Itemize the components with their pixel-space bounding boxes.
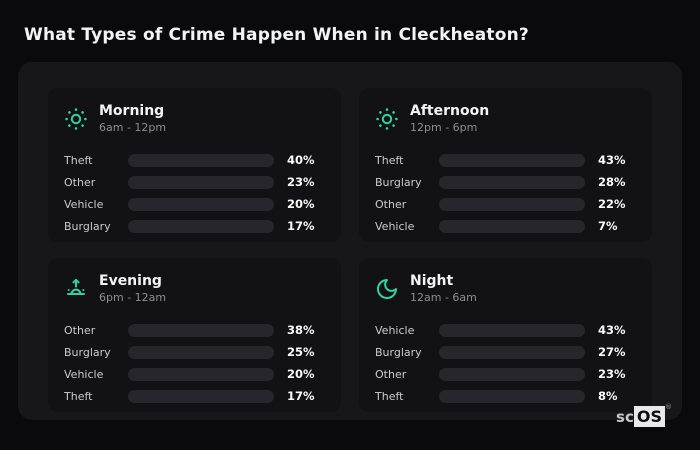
bar-row: Theft 40% [64,149,325,171]
bar-row: Vehicle 43% [375,319,636,341]
bar-row: Other 23% [64,171,325,193]
bar-label: Other [64,323,96,337]
bar-track [128,367,274,381]
bar-row: Burglary 25% [64,341,325,363]
scos-logo: sc OS ® [616,403,672,428]
panel-title-block: Afternoon 12pm - 6pm [410,103,489,134]
panel-title: Afternoon [410,103,490,119]
bar-row: Burglary 28% [375,171,636,193]
bar-percent: 20% [287,197,315,212]
bar-percent: 38% [287,323,315,338]
bar-rows: Vehicle 43% Burglary 27% Other 23% Theft… [375,319,636,407]
bar-track [128,175,274,189]
moon-icon [375,277,399,301]
bar-percent: 27% [598,345,626,360]
bar-track [128,153,274,167]
bar-percent: 17% [287,389,315,404]
panel-header: Night 12am - 6am [375,273,636,304]
page-title: What Types of Crime Happen When in Cleck… [24,25,529,45]
bar-track [128,389,274,403]
sun-icon [64,107,88,131]
time-period-panel: Afternoon 12pm - 6pm Theft 43% Burglary … [359,88,652,242]
bar-track [128,323,274,337]
bar-label: Vehicle [375,219,415,233]
bar-row: Burglary 17% [64,215,325,237]
bar-percent: 8% [598,389,618,404]
bar-track [439,345,585,359]
bar-label: Vehicle [64,197,104,211]
bar-label: Other [375,367,407,381]
bar-percent: 40% [287,153,315,168]
panel-time-range: 6pm - 12am [99,291,167,305]
dashboard-card: Morning 6am - 12pm Theft 40% Other 23% V… [18,62,682,420]
panel-header: Afternoon 12pm - 6pm [375,103,636,134]
bar-percent: 43% [598,323,626,338]
bar-track [128,345,274,359]
bar-track [439,367,585,381]
sunrise-icon [64,277,88,301]
bar-label: Burglary [64,345,111,359]
bar-percent: 22% [598,197,626,212]
time-period-panel: Evening 6pm - 12am Other 38% Burglary 25… [48,258,341,412]
bar-percent: 7% [598,219,618,234]
bar-track [439,153,585,167]
panel-time-range: 6am - 12pm [99,121,167,135]
bar-track [128,197,274,211]
time-period-panel: Night 12am - 6am Vehicle 43% Burglary 27… [359,258,652,412]
bar-track [439,389,585,403]
bar-track [439,323,585,337]
bar-row: Vehicle 20% [64,193,325,215]
bar-row: Theft 17% [64,385,325,407]
bar-label: Other [64,175,96,189]
bar-track [439,175,585,189]
bar-label: Theft [375,153,404,167]
bar-percent: 17% [287,219,315,234]
bar-percent: 25% [287,345,315,360]
bar-rows: Theft 43% Burglary 28% Other 22% Vehicle… [375,149,636,237]
bar-label: Vehicle [64,367,104,381]
panels-grid: Morning 6am - 12pm Theft 40% Other 23% V… [48,88,652,412]
bar-row: Other 38% [64,319,325,341]
panel-title: Evening [99,273,162,289]
panel-title-block: Evening 6pm - 12am [99,273,166,304]
scos-logo-prefix: sc [616,408,634,426]
bar-label: Theft [64,153,93,167]
panel-title: Night [410,273,454,289]
bar-label: Other [375,197,407,211]
bar-row: Theft 8% [375,385,636,407]
bar-row: Other 22% [375,193,636,215]
bar-label: Burglary [375,175,422,189]
bar-percent: 20% [287,367,315,382]
bar-percent: 43% [598,153,626,168]
bar-track [439,197,585,211]
bar-track [128,219,274,233]
sun-icon [375,107,399,131]
registered-mark: ® [665,403,672,411]
bar-label: Vehicle [375,323,415,337]
scos-logo-suffix: OS [633,406,665,428]
bar-rows: Theft 40% Other 23% Vehicle 20% Burglary… [64,149,325,237]
bar-label: Burglary [375,345,422,359]
panel-header: Evening 6pm - 12am [64,273,325,304]
panel-title: Morning [99,103,165,119]
bar-percent: 23% [287,175,315,190]
panel-time-range: 12am - 6am [410,291,477,305]
panel-header: Morning 6am - 12pm [64,103,325,134]
bar-percent: 28% [598,175,626,190]
bar-track [439,219,585,233]
bar-row: Vehicle 20% [64,363,325,385]
bar-row: Vehicle 7% [375,215,636,237]
bar-row: Other 23% [375,363,636,385]
bar-label: Burglary [64,219,111,233]
bar-rows: Other 38% Burglary 25% Vehicle 20% Theft… [64,319,325,407]
panel-title-block: Night 12am - 6am [410,273,477,304]
bar-row: Theft 43% [375,149,636,171]
panel-time-range: 12pm - 6pm [410,121,478,135]
bar-label: Theft [64,389,93,403]
panel-title-block: Morning 6am - 12pm [99,103,166,134]
bar-label: Theft [375,389,404,403]
bar-row: Burglary 27% [375,341,636,363]
bar-percent: 23% [598,367,626,382]
time-period-panel: Morning 6am - 12pm Theft 40% Other 23% V… [48,88,341,242]
